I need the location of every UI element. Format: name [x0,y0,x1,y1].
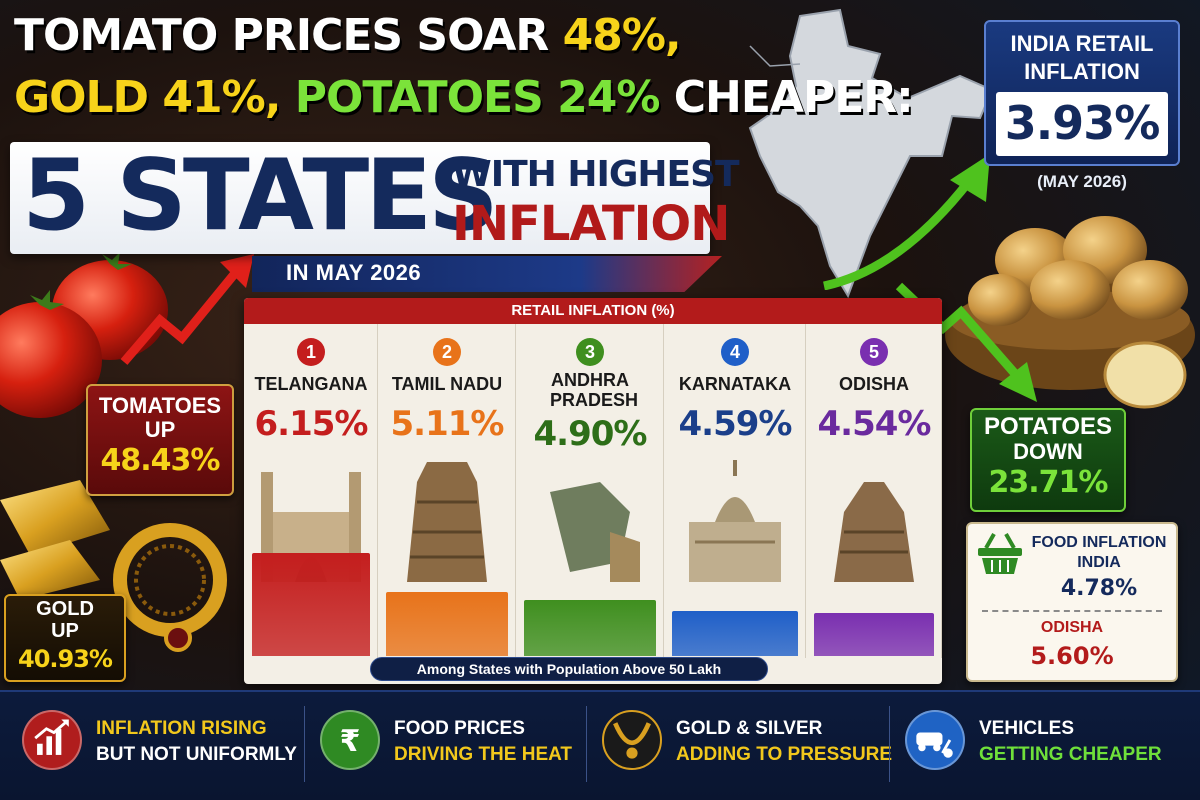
potatoes-label: POTATOES [983,413,1112,440]
india-map [748,8,994,299]
headline-gold-text: GOLD 41%, [14,72,295,123]
footer-item-line-2: ADDING TO PRESSURE [676,744,893,765]
chart-title: RETAIL INFLATION (%) [511,302,675,319]
state-name: TELANGANA [254,374,368,394]
state-value-label: 5.11% [390,404,505,444]
gold-bars-jewelry-illustration [0,480,227,652]
headline-line-1: TOMATO PRICES SOAR 48%, [14,10,682,61]
chart-column [664,324,806,658]
gold-direction: UP [51,620,79,642]
month-band [252,256,722,292]
tomatoes-illustration [0,252,168,418]
food-card-divider [982,610,1162,612]
potatoes-callout [970,408,1126,512]
india-inflation-date: (MAY 2026) [1037,172,1127,191]
india-inflation-title: INDIA RETAIL INFLATION [984,30,1180,86]
tomatoes-callout [86,384,234,496]
chart-column [806,324,942,658]
state-name: ODISHA [838,374,909,394]
with-highest-text: WITH HIGHEST [452,154,740,195]
india-title-line-1: INDIA RETAIL [1010,31,1154,56]
state-name: KARNATAKA [678,374,792,394]
headline-line-2: GOLD 41%, POTATOES 24% CHEAPER: [14,72,914,123]
potatoes-callout-text: POTATOES DOWN 23.71% [970,414,1126,502]
monument-illustration [689,460,781,582]
chart-column [516,324,664,658]
chart-bar [672,611,798,656]
chart-bar [814,613,934,656]
chart-bar [386,591,508,656]
gold-callout [4,594,126,682]
food-inflation-title: FOOD INFLATION [1031,534,1167,551]
monument-illustration [834,482,914,582]
chart-footnote-pill [370,657,768,681]
gold-value: 40.93% [18,645,113,673]
food-india-label: INDIA [1077,554,1121,571]
headline-cheaper-text: CHEAPER: [659,72,914,123]
monument-illustration [407,462,487,582]
food-india-value: 4.78% [1060,576,1138,601]
chart-column [378,324,516,658]
india-value-bg [996,92,1168,156]
rupee-icon: ₹ [320,710,380,770]
month-label: IN MAY 2026 [286,260,422,285]
red-rising-arrow-icon [120,254,254,365]
state-name: ANDHRA PRADESH [550,370,639,410]
green-rising-arrow-icon [823,154,990,290]
food-odisha-value: 5.60% [1030,642,1114,670]
state-value-label: 4.90% [533,414,648,454]
footer-divider [889,706,890,782]
gold-label: GOLD [36,598,94,620]
rank-badge: 5 [860,338,888,366]
footer-divider [304,706,305,782]
tomatoes-label: TOMATOES [98,393,222,418]
tomatoes-callout-text: TOMATOES UP 48.43% [86,394,234,480]
headline-tomato-pct: 48%, [562,10,682,61]
necklace-icon [602,710,662,770]
basket-icon [978,533,1022,574]
india-inflation-value: 3.93% [1004,96,1161,150]
title-band [10,142,710,254]
chart-footnote: Among States with Population Above 50 La… [416,661,722,677]
chart-header [244,298,942,324]
footer-strip [0,690,1200,800]
headline-tomato-text: TOMATO PRICES SOAR [14,10,563,61]
footer-item-line-1: INFLATION RISING [96,718,267,739]
tomatoes-value: 48.43% [100,443,221,478]
chart-bar [252,552,370,656]
rank-badge: 4 [721,338,749,366]
rank-badge: 2 [433,338,461,366]
potatoes-value: 23.71% [988,465,1109,500]
footer-item-line-2: BUT NOT UNIFORMLY [96,744,297,765]
chart-column [244,324,378,658]
vehicle-icon [905,710,965,770]
gold-callout-text: GOLD UP 40.93% [4,598,126,676]
chart-bar [524,599,656,656]
monument-illustration [550,482,640,582]
rank-badge: 3 [576,338,604,366]
state-value-label: 4.59% [678,404,793,444]
footer-item-line-1: GOLD & SILVER [676,718,823,739]
rank-badge: 1 [297,338,325,366]
footer-item-line-2: GETTING CHEAPER [979,744,1162,765]
footer-item-line-1: FOOD PRICES [394,718,525,739]
state-value-label: 4.54% [817,404,932,444]
state-name: TAMIL NADU [391,374,503,394]
tomatoes-direction: UP [144,417,176,442]
five-states-title: 5 STATES [22,139,499,253]
state-value-label: 6.15% [254,404,369,444]
headline-potato-text: POTATOES 24% [294,72,661,123]
india-title-line-2: INFLATION [1024,59,1140,84]
footer-divider [586,706,587,782]
inflation-title: INFLATION [452,196,730,252]
food-odisha-label: ODISHA [1040,619,1104,636]
rising-chart-icon [22,710,82,770]
footer-item-line-1: VEHICLES [979,718,1075,739]
footer-item-line-2: DRIVING THE HEAT [394,744,573,765]
potatoes-direction: DOWN [1013,439,1083,464]
svg-text:₹: ₹ [340,724,361,759]
